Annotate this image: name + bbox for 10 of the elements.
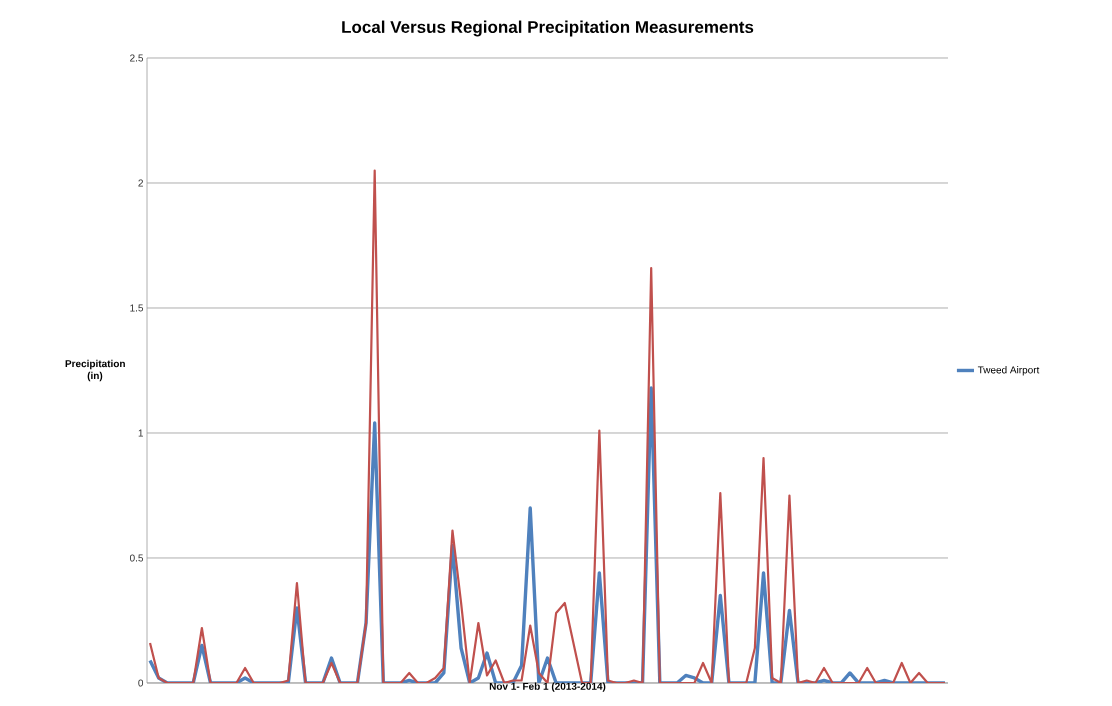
y-tick-label: 2 <box>138 179 143 187</box>
legend-label: Tweed Airport <box>977 366 1040 376</box>
x-axis-title: Nov 1- Feb 1 (2013-2014) <box>489 682 606 692</box>
y-tick-label: 0 <box>138 679 144 687</box>
y-tick-label: 2.5 <box>130 54 144 62</box>
y-tick-label: 1.5 <box>130 304 144 312</box>
y-tick-label: 1 <box>138 429 143 437</box>
chart-title: Local Versus Regional Precipitation Measurements <box>342 20 754 37</box>
y-tick-label: 0.5 <box>129 554 144 562</box>
y-axis-title: Precipitation (in) <box>65 359 125 382</box>
